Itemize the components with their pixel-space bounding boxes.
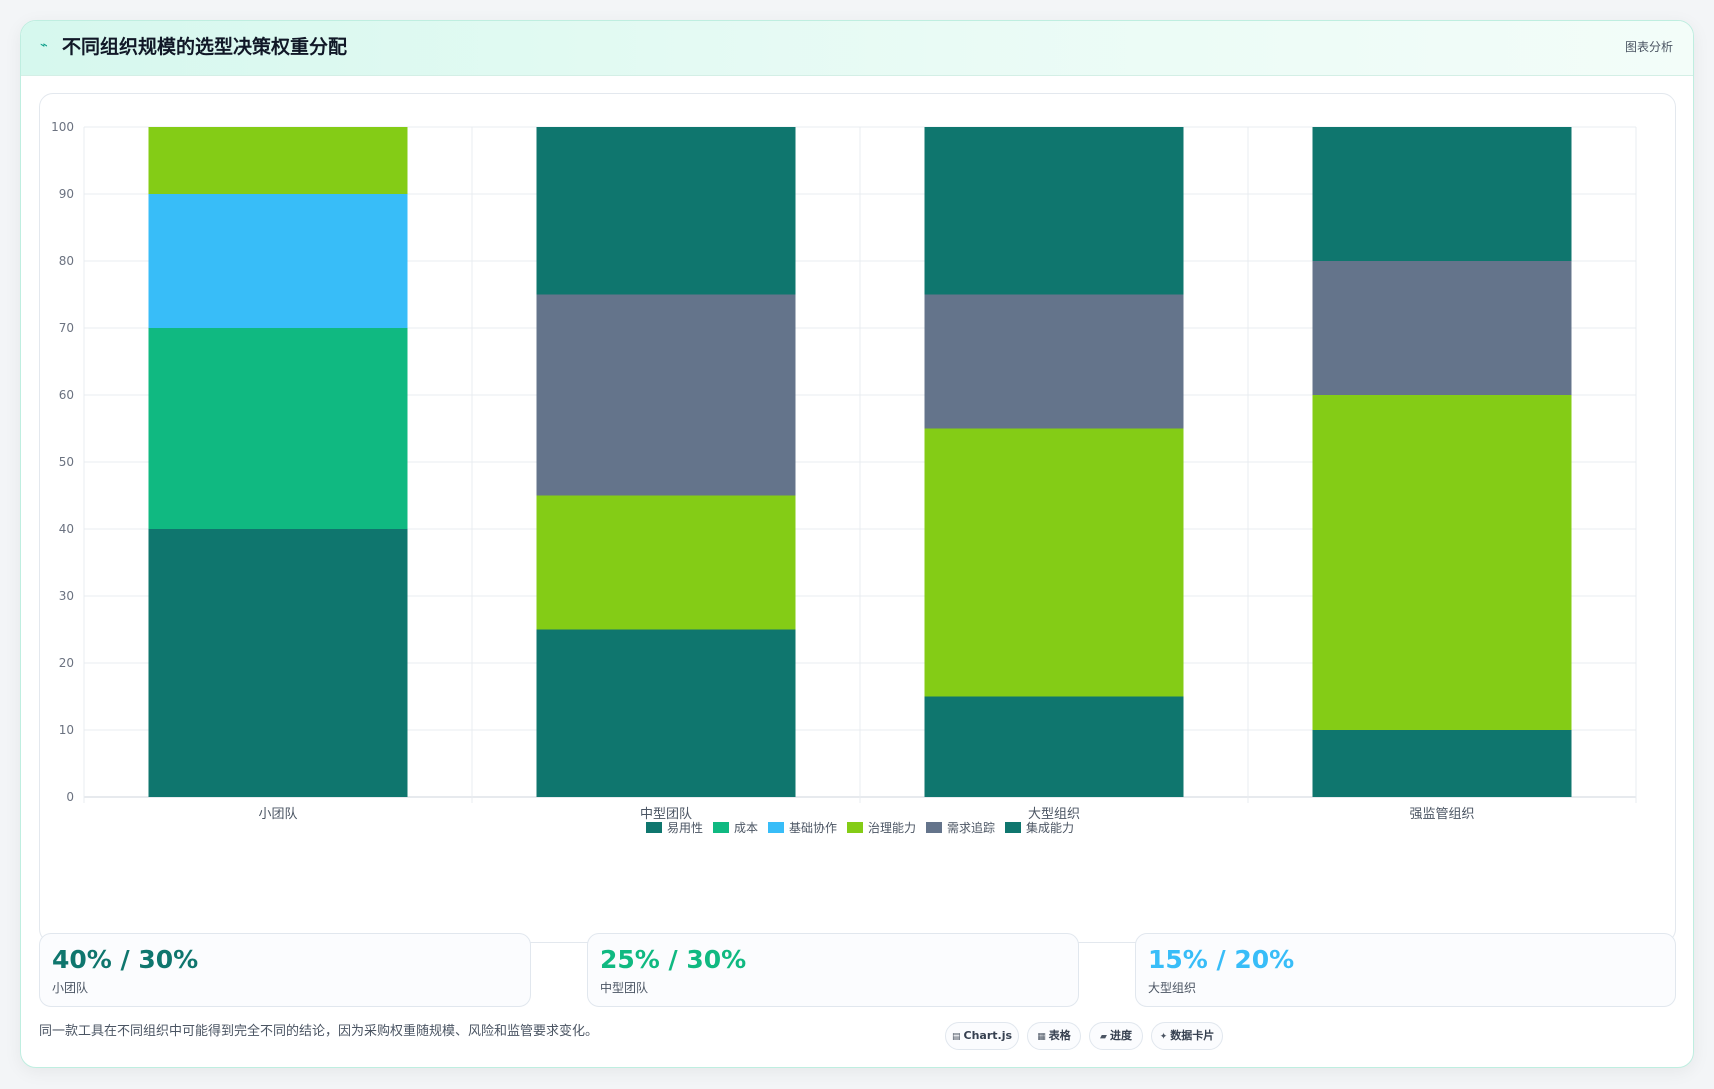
x-tick-label: 中型团队 [640, 807, 692, 822]
legend-label: 基础协作 [789, 820, 837, 835]
kpi-label: 中型团队 [600, 981, 649, 995]
kpi-value: 40% / 30% [52, 945, 199, 974]
y-tick-label: 80 [59, 254, 74, 268]
chip-label: Chart.js [963, 1029, 1013, 1042]
x-tick-label: 大型组织 [1028, 807, 1080, 822]
bar-segment [536, 127, 796, 295]
bar-segment [924, 696, 1184, 797]
card-header: ⌁ 不同组织规模的选型决策权重分配 图表分析 [21, 21, 1693, 76]
chip-table[interactable]: ▦ 表格 [1027, 1022, 1081, 1050]
y-tick-label: 30 [59, 589, 74, 603]
kpi-value: 15% / 20% [1148, 945, 1295, 974]
x-tick-label: 强监管组织 [1409, 807, 1474, 822]
bar-segment [536, 495, 796, 630]
legend-swatch [713, 822, 729, 833]
kpi-value: 25% / 30% [600, 945, 747, 974]
y-tick-label: 100 [51, 120, 74, 134]
bar-segment [1312, 127, 1572, 261]
card-title: 不同组织规模的选型决策权重分配 [62, 36, 348, 58]
legend-label: 集成能力 [1026, 820, 1074, 835]
legend-label: 治理能力 [868, 821, 916, 835]
bar-segment [148, 194, 408, 328]
chart-card: ⌁ 不同组织规模的选型决策权重分配 图表分析 0 10 20 30 40 50 60 70 80… [20, 20, 1694, 1068]
y-tick-label: 50 [59, 455, 74, 469]
chart-panel: 0 10 20 30 40 50 60 70 80 90 100 小团队 中型团队 大型组织 强监管组织易用… [39, 93, 1676, 943]
legend-label: 易用性 [667, 821, 703, 835]
bar-segment [924, 127, 1184, 295]
bar-segment [1312, 261, 1572, 395]
legend-label: 成本 [734, 821, 758, 835]
table-icon: ▤ [951, 1032, 961, 1042]
y-tick-label: 70 [59, 321, 74, 335]
bar-segment [924, 294, 1184, 429]
bar-segment [924, 428, 1184, 697]
chip-label: 数据卡片 [1170, 1029, 1215, 1042]
bar-segment [1312, 730, 1572, 797]
sparkle-icon: ✦ [1159, 1032, 1168, 1042]
progress-icon: ▰ [1100, 1032, 1107, 1042]
y-tick-label: 10 [59, 723, 74, 737]
bar-segment [148, 328, 408, 529]
kpi-card-medium-team: 25% / 30% 中型团队 [587, 933, 1079, 1007]
y-tick-label: 20 [59, 656, 74, 670]
y-tick-label: 40 [59, 522, 74, 536]
trend-icon: ⌁ [40, 38, 48, 53]
bar-segment [148, 127, 408, 194]
legend-swatch [646, 822, 662, 833]
stacked-bar-chart: 0 10 20 30 40 50 60 70 80 90 100 小团队 中型团队 大型组织 强监管组织易用… [51, 120, 1637, 835]
y-tick-label: 0 [66, 790, 74, 804]
bar-segment [536, 629, 796, 797]
legend-label: 需求追踪 [947, 820, 995, 835]
footnote-text: 同一款工具在不同组织中可能得到完全不同的结论，因为采购权重随规模、风险和监管要求… [39, 1024, 599, 1039]
kpi-card-large-org: 15% / 20% 大型组织 [1135, 933, 1676, 1007]
y-tick-label: 90 [59, 187, 74, 201]
chart-analysis-tag: 图表分析 [1624, 40, 1673, 54]
bar-segment [148, 529, 408, 797]
y-tick-label: 60 [59, 388, 74, 402]
legend-swatch [1005, 822, 1021, 833]
chip-progress[interactable]: ▰ 进度 [1089, 1022, 1143, 1050]
kpi-card-small-team: 40% / 30% 小团队 [39, 933, 531, 1007]
grid-icon: ▦ [1037, 1032, 1046, 1042]
x-tick-label: 小团队 [258, 807, 297, 822]
legend-swatch [926, 822, 942, 833]
chip-label: 进度 [1109, 1029, 1132, 1042]
chip-data-card[interactable]: ✦ 数据卡片 [1151, 1022, 1223, 1050]
legend-swatch [847, 822, 863, 833]
bar-segment [1312, 395, 1572, 730]
chip-label: 表格 [1048, 1029, 1071, 1042]
legend-swatch [768, 822, 784, 833]
bar-segment [536, 294, 796, 496]
kpi-label: 大型组织 [1148, 981, 1197, 995]
kpi-label: 小团队 [52, 981, 89, 995]
chip-chartjs[interactable]: ▤ Chart.js [945, 1022, 1019, 1050]
